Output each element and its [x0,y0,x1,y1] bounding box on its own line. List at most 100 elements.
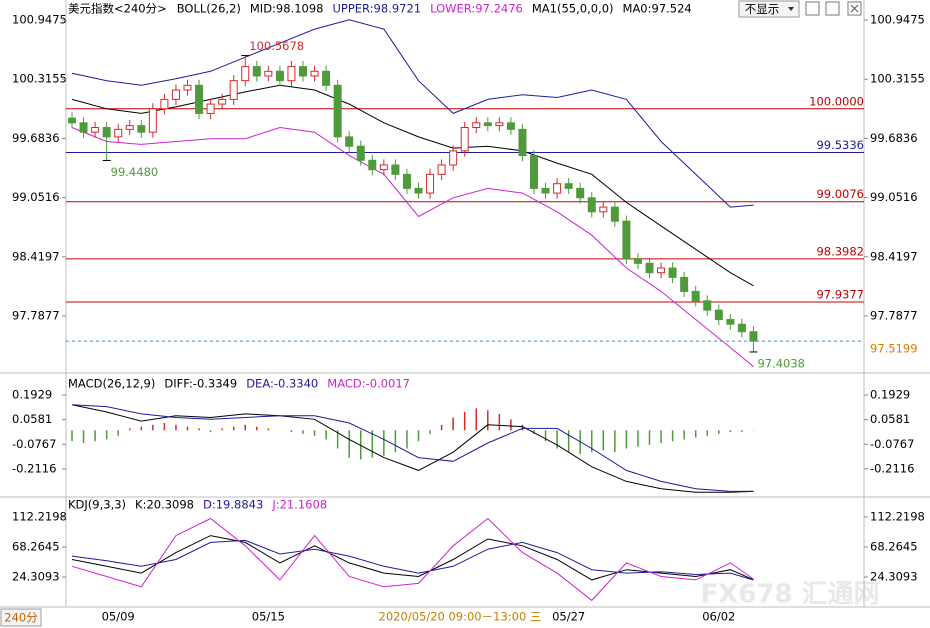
period-button[interactable]: 240分 [0,608,42,627]
candle-body [437,164,446,175]
cursor-label: 2020/05/20 09:00－13:00 三 [379,610,542,624]
candle-body [102,126,111,138]
candle-body [460,126,469,152]
watermark: FX678 汇通网 [700,580,879,610]
y-tick-label: 100.9475 [12,12,67,26]
y-tick-label: -0.0767 [12,437,56,451]
support-label: 99.5336 [816,138,864,152]
y-tick-label: 112.2198 [12,510,67,524]
y-tick-label: 99.6836 [12,131,60,145]
legend-entry: UPPER:98.9721 [332,2,421,16]
candle-body [483,122,492,127]
y-tick-label: 24.3093 [12,569,60,583]
indicator-line [71,404,754,493]
y-tick-label-right: 100.9475 [870,12,925,26]
y-tick-label-right: 100.3155 [870,72,925,86]
candle-body [402,173,411,189]
support-label: 100.0000 [809,94,864,108]
candle-body [610,206,619,222]
legend-entry: MA0:97.524 [623,2,692,16]
candle-body [576,187,585,199]
legend-entry: MID:98.1098 [250,2,324,16]
candle-body [737,323,746,333]
y-tick-label: 99.0516 [12,190,60,204]
indicator-line [71,19,754,208]
candle-body [506,122,515,130]
last-price-label: 97.5199 [870,342,918,356]
candle-body [657,267,666,274]
candle-body [218,98,227,105]
button-label[interactable]: 不显示 [745,2,780,16]
icon-minimize[interactable] [825,1,840,16]
button-frame[interactable] [738,0,800,18]
candle-body [564,183,573,189]
y-tick-label-right: 24.3093 [870,569,918,583]
candle-body [726,319,735,325]
candle-body [530,155,538,189]
candle-body [368,159,377,171]
candle-body [541,187,550,194]
candle-body [599,206,608,213]
y-tick-label-right: -0.2116 [870,461,914,475]
candle-body [91,126,100,133]
candle-body [691,290,700,302]
y-tick-label: 0.1929 [12,388,52,402]
close-cross [850,4,859,13]
y-tick-label-right: 0.0581 [870,412,910,426]
legend-entry: D:19.8843 [203,498,263,512]
candle-body [287,66,296,82]
y-tick-label-right: 99.6836 [870,131,918,145]
candle-body [668,267,677,278]
candle-body [252,66,261,77]
y-tick-label-right: 0.1929 [870,388,910,402]
legend-entry: J:21.1608 [271,498,327,512]
candle-body [645,262,654,274]
extreme-label: 100.5678 [249,39,304,53]
candle-body [68,117,76,124]
candle-body [714,309,723,321]
icon-grid[interactable] [805,1,820,16]
support-label: 97.9377 [816,287,864,301]
legend-entry: KDJ(9,3,3) [68,498,126,512]
legend-entry: MA1(55,0,0,0) [532,2,614,16]
candle-body [160,98,169,110]
y-tick-label: 0.0581 [12,412,52,426]
candle-body [518,128,527,157]
chart-title: 美元指数<240分> [68,2,167,16]
period-label[interactable]: 240分 [4,611,38,625]
x-tick-label: 05/09 [102,610,135,624]
candle-body [79,122,88,133]
candle-body [148,108,157,133]
legend-entry: DEA:-0.3340 [246,377,318,391]
hide-button[interactable]: 不显示 [738,0,800,18]
y-tick-label-right: -0.0767 [870,437,914,451]
candle-body [275,70,284,82]
candle-body [195,84,204,114]
candle-body [183,84,192,91]
period-frame[interactable] [0,608,42,627]
y-tick-label-right: 99.0516 [870,190,918,204]
candle-body [633,258,642,264]
candle-body [379,164,388,171]
y-tick-label-right: 112.2198 [870,510,925,524]
dropdown-arrow[interactable] [788,7,794,11]
candle-body [703,300,712,311]
y-tick-label-right: 97.7877 [870,309,918,323]
x-tick-label: 05/15 [252,610,285,624]
candle-body [229,80,238,100]
candle-body [171,89,180,100]
candle-body [241,66,250,82]
candle-body [299,66,307,77]
candle-body [553,183,562,194]
candle-body [391,164,400,175]
legend-entry: K:20.3098 [135,498,194,512]
indicator-line [71,126,754,367]
indicator-line [71,517,754,602]
y-tick-label: -0.2116 [12,461,56,475]
extreme-label: 99.4480 [111,165,159,179]
support-label: 99.0076 [816,187,864,201]
y-tick-label: 100.3155 [12,72,67,86]
